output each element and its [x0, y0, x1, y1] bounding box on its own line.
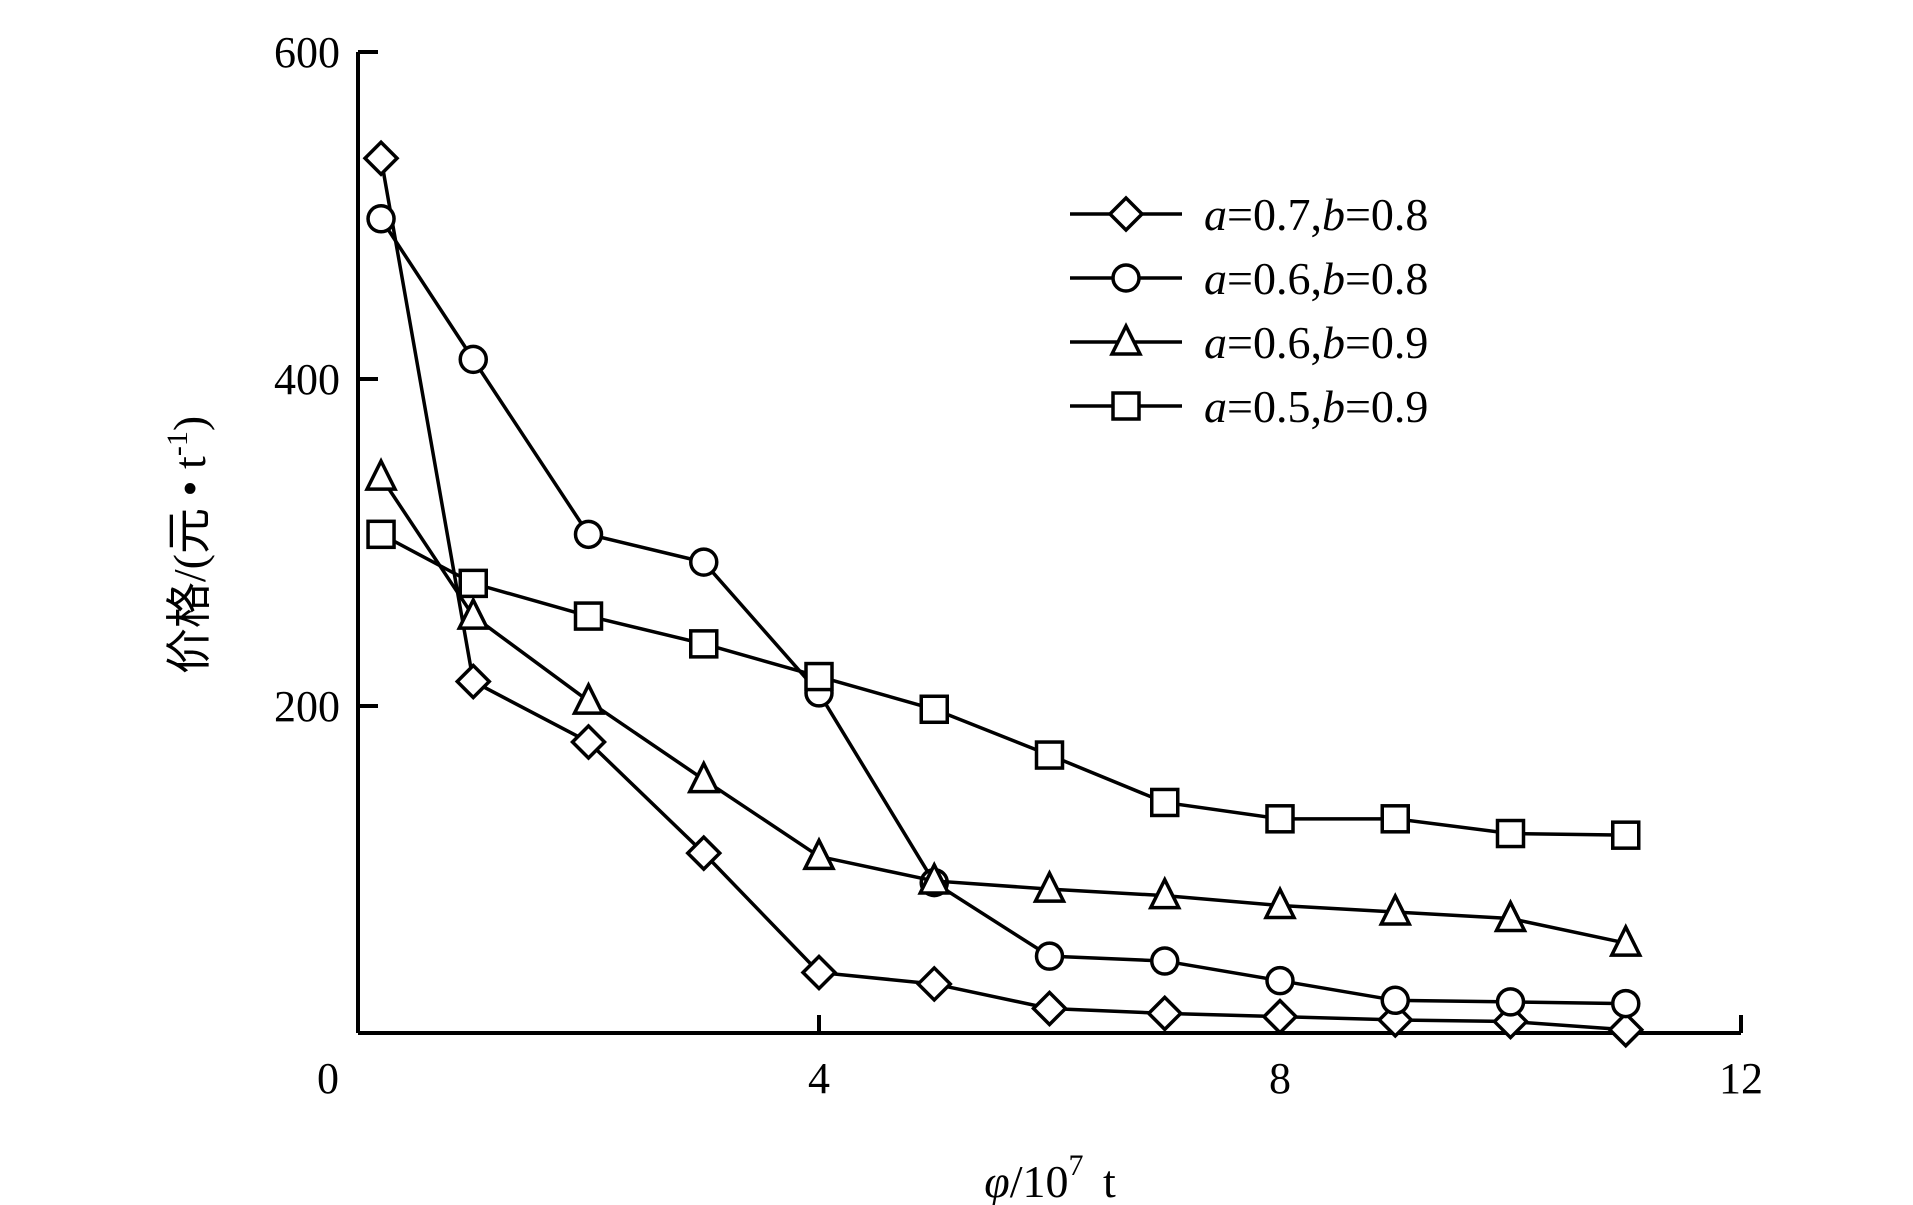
- y-axis-label: 价格/(元 • t-1): [161, 416, 215, 674]
- square-marker: [1611, 820, 1641, 850]
- plot-area: 0 4 8 12 200 400 600: [274, 28, 1763, 1103]
- legend: a=0.7,b=0.8 a=0.6,b=0.8 a=0.6,b=0.9 a=0.5,b…: [1070, 189, 1428, 432]
- triangle-marker: [571, 681, 606, 715]
- legend-entry: a=0.6,b=0.8: [1070, 253, 1428, 304]
- square-marker: [919, 694, 949, 725]
- diamond-marker: [800, 954, 838, 991]
- diamond-marker: [1607, 1011, 1645, 1049]
- series-square: [366, 519, 1641, 850]
- triangle-marker: [686, 759, 721, 794]
- x-tick-label: 8: [1269, 1054, 1291, 1103]
- axis-ticks: 0 4 8 12 200 400 600: [274, 28, 1763, 1103]
- triangle-marker: [364, 457, 398, 491]
- diamond-marker: [570, 723, 607, 761]
- x-tick-label: 4: [808, 1054, 830, 1103]
- triangle-marker: [1378, 892, 1413, 926]
- series-layer: [362, 139, 1645, 1049]
- circle-marker: [1380, 985, 1410, 1016]
- y-tick-label: 600: [274, 28, 340, 77]
- series-line: [380, 532, 1626, 837]
- triangle-marker: [917, 861, 952, 895]
- series-line: [379, 157, 1626, 1032]
- x-tick-label: 0: [317, 1054, 339, 1103]
- diamond-marker: [362, 139, 400, 177]
- square-marker: [1111, 391, 1141, 421]
- legend-label: a=0.7,b=0.8: [1204, 189, 1428, 240]
- y-tick-label: 200: [274, 682, 340, 731]
- square-marker: [1150, 787, 1180, 818]
- square-marker: [573, 601, 604, 631]
- series-line: [379, 217, 1626, 1006]
- circle-marker: [1265, 965, 1295, 996]
- legend-entry: a=0.7,b=0.8: [1070, 189, 1428, 240]
- square-marker: [1380, 804, 1410, 834]
- triangle-marker: [1109, 322, 1143, 356]
- circle-marker: [458, 344, 488, 375]
- legend-entry: a=0.6,b=0.9: [1070, 317, 1428, 368]
- triangle-marker: [802, 836, 836, 871]
- circle-marker: [1611, 988, 1641, 1019]
- series-circle: [366, 204, 1641, 1019]
- legend-label: a=0.5,b=0.9: [1204, 381, 1428, 432]
- triangle-marker: [1608, 923, 1643, 957]
- square-marker: [366, 519, 396, 550]
- triangle-marker: [1032, 869, 1067, 903]
- square-marker: [1034, 740, 1065, 770]
- triangle-marker: [1263, 885, 1297, 920]
- diamond-marker: [915, 965, 953, 1003]
- triangle-marker: [1493, 898, 1528, 933]
- x-axis-label: φ/107 t: [984, 1149, 1116, 1205]
- square-marker: [1495, 818, 1526, 849]
- square-marker: [458, 568, 488, 599]
- legend-label: a=0.6,b=0.8: [1204, 253, 1428, 304]
- series-line: [379, 476, 1627, 945]
- circle-marker: [1111, 263, 1141, 293]
- legend-label: a=0.6,b=0.9: [1204, 317, 1428, 368]
- diamond-marker: [685, 834, 723, 872]
- legend-entry: a=0.5,b=0.9: [1070, 381, 1428, 432]
- series-diamond: [362, 139, 1645, 1049]
- diamond-marker: [1146, 994, 1184, 1032]
- diamond-marker: [454, 663, 492, 700]
- triangle-marker: [456, 596, 491, 630]
- square-marker: [689, 629, 719, 659]
- triangle-marker: [1147, 875, 1182, 910]
- y-tick-label: 400: [274, 355, 340, 404]
- square-marker: [804, 661, 834, 692]
- circle-marker: [366, 204, 396, 234]
- circle-marker: [689, 547, 719, 577]
- circle-marker: [1495, 987, 1526, 1017]
- diamond-marker: [1107, 195, 1145, 233]
- series-triangle: [364, 457, 1643, 957]
- circle-marker: [1034, 941, 1065, 971]
- diamond-marker: [1261, 998, 1299, 1036]
- circle-marker: [573, 519, 604, 550]
- diamond-marker: [1031, 990, 1068, 1027]
- circle-marker: [1150, 946, 1180, 976]
- x-tick-label: 12: [1719, 1054, 1763, 1103]
- square-marker: [1265, 804, 1295, 834]
